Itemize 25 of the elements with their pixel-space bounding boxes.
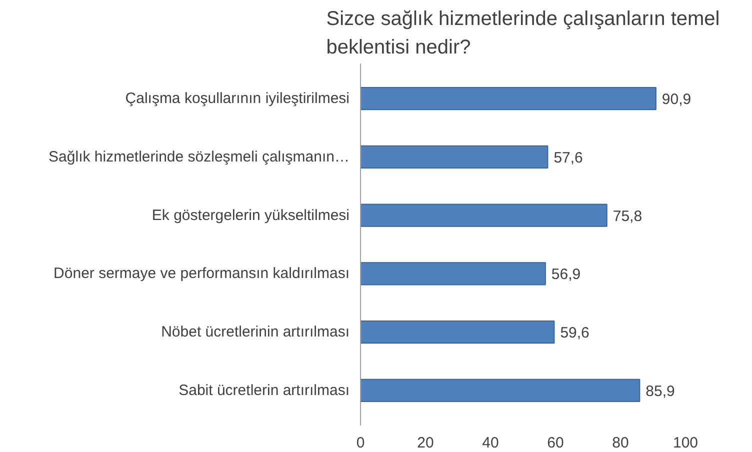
y-tick-label: Döner sermaye ve performansın kaldırılması	[54, 265, 350, 282]
data-label: 90,9	[662, 91, 692, 108]
y-tick-label: Ek göstergelerin yükseltilmesi	[152, 206, 350, 224]
y-tick-label: Sağlık hizmetlerinde sözleşmeli çalışmanın…	[48, 148, 350, 166]
data-label: 57,6	[554, 149, 583, 166]
x-tick-label: 0	[356, 434, 365, 452]
y-tick-label: Çalışma koşullarının iyileştirilmesi	[125, 90, 350, 108]
y-tick-label: Nöbet ücretlerinin artırılması	[161, 324, 350, 341]
bar	[360, 378, 640, 402]
data-label: 59,6	[560, 324, 590, 342]
x-tick-label: 40	[482, 434, 499, 452]
x-tick-label: 60	[547, 434, 564, 452]
chart-title: Sizce sağlık hizmetlerinde çalışanların temel beklentisi nedir?	[326, 8, 720, 58]
data-label: 85,9	[646, 382, 675, 400]
y-tick-label: Sabit ücretlerin artırılması	[178, 382, 350, 399]
data-label: 56,9	[551, 266, 581, 284]
x-tick-label: 20	[417, 434, 434, 452]
bar	[360, 204, 608, 227]
bar	[360, 145, 548, 169]
x-tick-label: 80	[612, 434, 629, 452]
bar	[360, 262, 546, 286]
bar	[360, 86, 656, 110]
data-label: 75,8	[612, 208, 642, 225]
x-tick-label: 100	[672, 434, 698, 452]
bar	[360, 320, 555, 344]
